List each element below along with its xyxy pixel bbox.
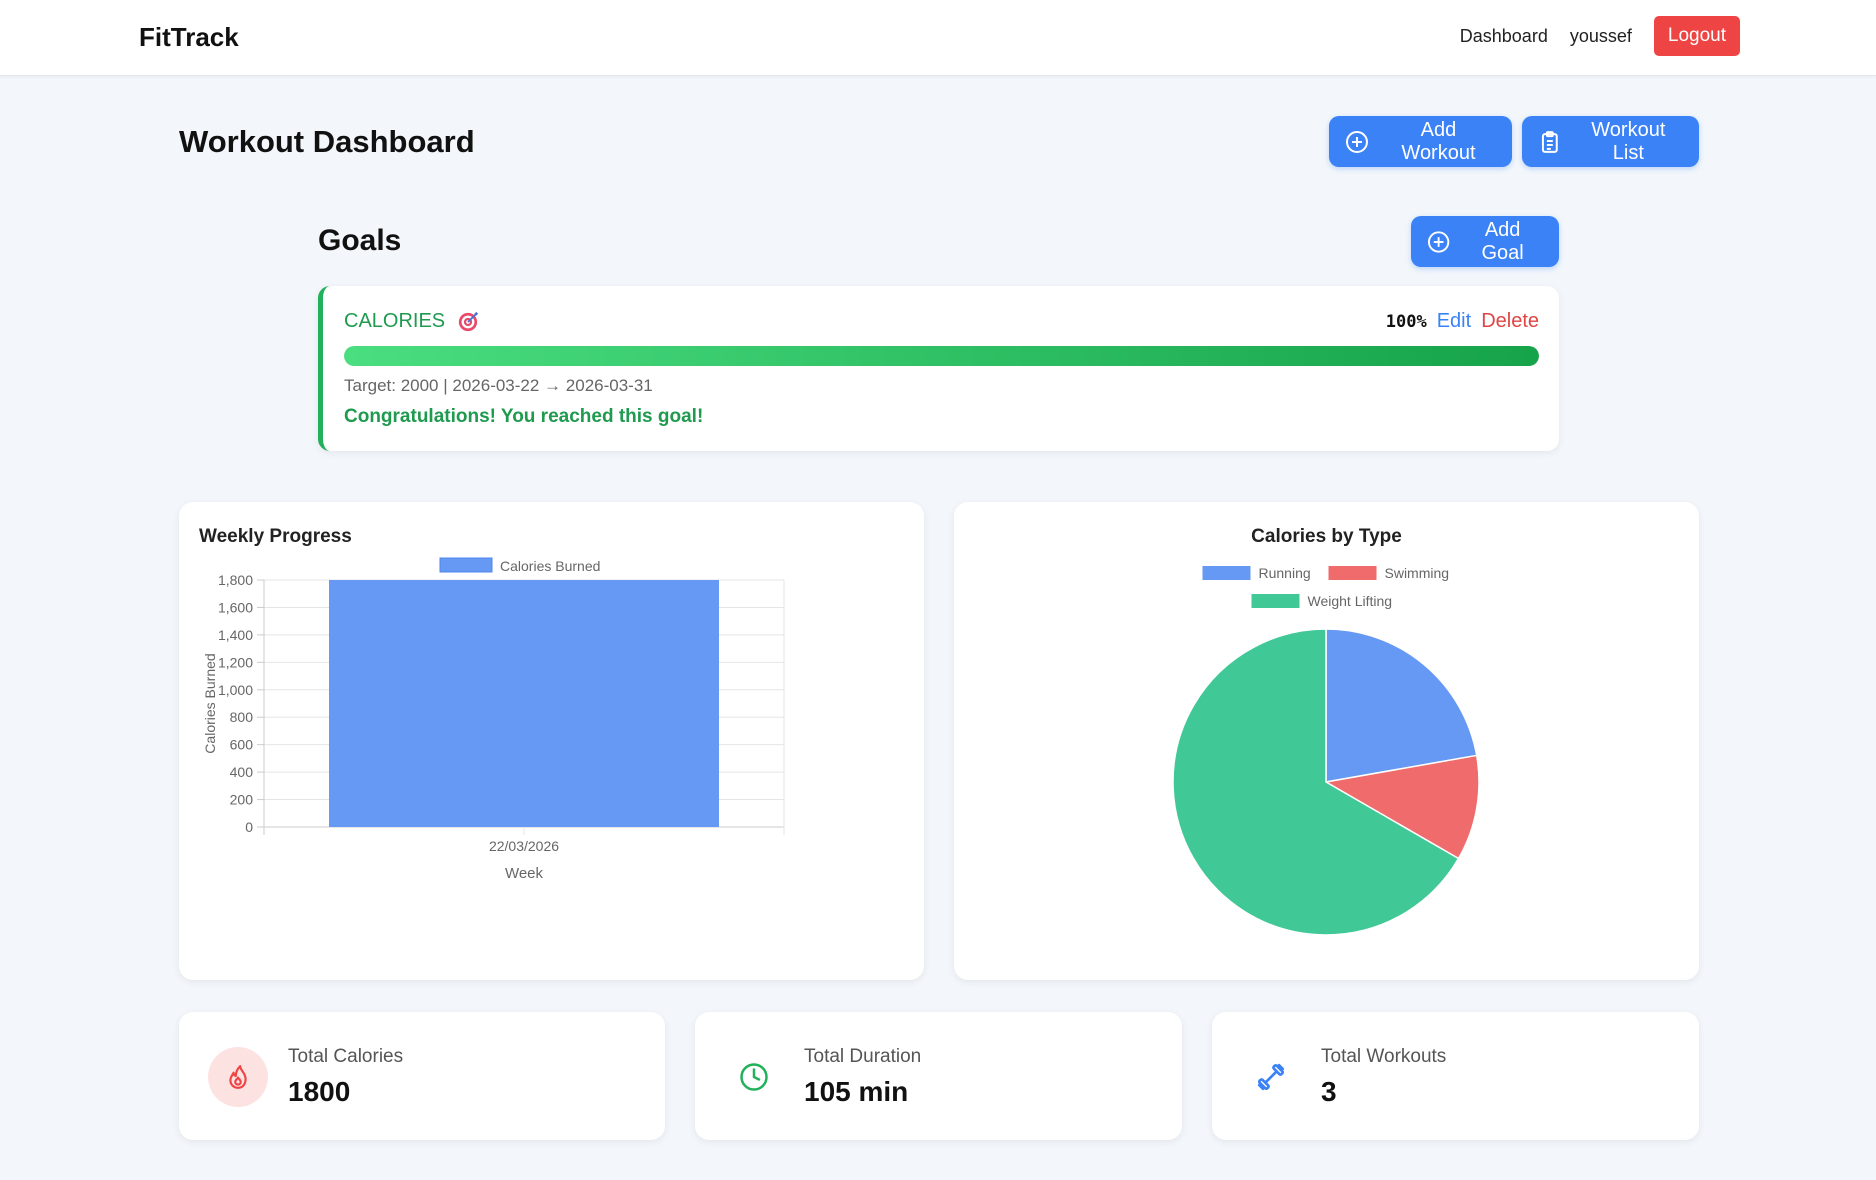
stat-value: 105 min [804, 1076, 909, 1107]
stat-value: 3 [1321, 1076, 1337, 1107]
nav-dashboard-link[interactable]: Dashboard [1459, 25, 1548, 46]
add-goal-button[interactable]: Add Goal [1411, 216, 1559, 267]
pie-slice [1325, 628, 1478, 783]
nav-right: Dashboard youssef Logout [1460, 16, 1740, 56]
navbar: FitTrack Dashboard youssef Logout [0, 0, 1876, 76]
bar-y-tick-label: 1,200 [218, 654, 253, 670]
add-goal-label: Add Goal [1481, 218, 1524, 264]
workout-list-button[interactable]: Workout List [1522, 116, 1699, 167]
goal-type: CALORIES [344, 310, 479, 333]
target-icon [458, 311, 479, 331]
clipboard-icon [1541, 130, 1558, 153]
page-title: Workout Dashboard [179, 124, 475, 159]
weekly-progress-title: Weekly Progress [199, 526, 352, 547]
clock-icon [724, 1047, 784, 1107]
add-workout-button[interactable]: Add Workout [1329, 116, 1512, 167]
stat-label: Total Calories [288, 1046, 404, 1067]
stat-label: Total Workouts [1321, 1046, 1447, 1067]
pie-legend-label: Running [1259, 565, 1311, 581]
pie-slice [1172, 628, 1460, 936]
bar-x-tick-label: 22/03/2026 [489, 838, 559, 854]
bar-x-axis-label: Week [505, 865, 544, 882]
nav-username: youssef [1569, 25, 1632, 46]
stat-label: Total Duration [804, 1046, 922, 1067]
bar-legend-swatch [439, 557, 493, 573]
bar-y-tick-label: 1,600 [218, 599, 253, 615]
goal-type-label: CALORIES [344, 310, 446, 332]
workout-list-label: Workout List [1591, 118, 1666, 164]
bar-y-tick-label: 1,000 [218, 682, 253, 698]
stat-value: 1800 [288, 1076, 351, 1107]
pie-legend-swatch [1251, 594, 1300, 608]
weekly-bar-chart: 0 200 400 600 800 1,000 1,200 1,400 1,600 1,800 2… [202, 557, 785, 882]
stat-card-total-workouts: Total Workouts 3 [1212, 1012, 1699, 1140]
bar-y-tick-label: 400 [230, 764, 254, 780]
bar-y-tick-label: 200 [230, 792, 254, 808]
goal-delete-link[interactable]: Delete [1481, 310, 1539, 332]
pie-legend-label: Swimming [1385, 565, 1450, 581]
plus-circle-icon [1345, 130, 1368, 153]
goal-meta: Target: 2000 | 2026-03-22 → 2026-03-31 [344, 376, 653, 395]
pie-legend-swatch [1202, 566, 1251, 580]
calories-by-type-panel: Calories by Type Running Swimming Weight L… [954, 502, 1699, 980]
bar-y-tick-label: 0 [245, 819, 253, 835]
brand-logo[interactable]: FitTrack [139, 22, 239, 52]
goal-message: Congratulations! You reached this goal! [344, 406, 704, 427]
add-workout-label: Add Workout [1401, 118, 1476, 164]
bar-y-tick-label: 1,400 [218, 627, 253, 643]
calories-pie-chart: Running Swimming Weight Lifting [1172, 565, 1480, 936]
bar-y-tick-label: 600 [230, 737, 254, 753]
pie-legend-label: Weight Lifting [1308, 593, 1393, 609]
goals-title: Goals [318, 224, 402, 257]
stat-card-total-calories: Total Calories 1800 [179, 1012, 665, 1140]
bar-y-tick-label: 800 [230, 709, 254, 725]
goal-card: CALORIES 100% Edit Delete Target: 2000 |… [318, 286, 1559, 451]
calories-by-type-title: Calories by Type [1251, 526, 1402, 547]
flame-icon [208, 1047, 268, 1107]
pie-slice [1323, 754, 1480, 860]
goal-progress-bar [344, 346, 1539, 366]
pie-legend-swatch [1328, 566, 1377, 580]
logout-button[interactable]: Logout [1653, 16, 1740, 56]
goal-edit-link[interactable]: Edit [1436, 310, 1472, 332]
dumbbell-icon [1241, 1047, 1301, 1107]
goal-percent: 100% [1385, 311, 1427, 332]
bar-mark [329, 580, 719, 827]
weekly-progress-panel: Weekly Progress 0 200 400 600 800 1,000 1,200 1… [179, 502, 924, 980]
bar-y-tick-label: 1,800 [218, 572, 253, 588]
goal-actions: 100% Edit Delete [1386, 310, 1539, 333]
stat-card-total-duration: Total Duration 105 min [695, 1012, 1182, 1140]
bar-legend-label: Calories Burned [500, 558, 600, 574]
goal-progress-fill [344, 346, 1539, 366]
plus-circle-icon [1427, 230, 1450, 253]
bar-y-axis-label: Calories Burned [202, 653, 218, 753]
